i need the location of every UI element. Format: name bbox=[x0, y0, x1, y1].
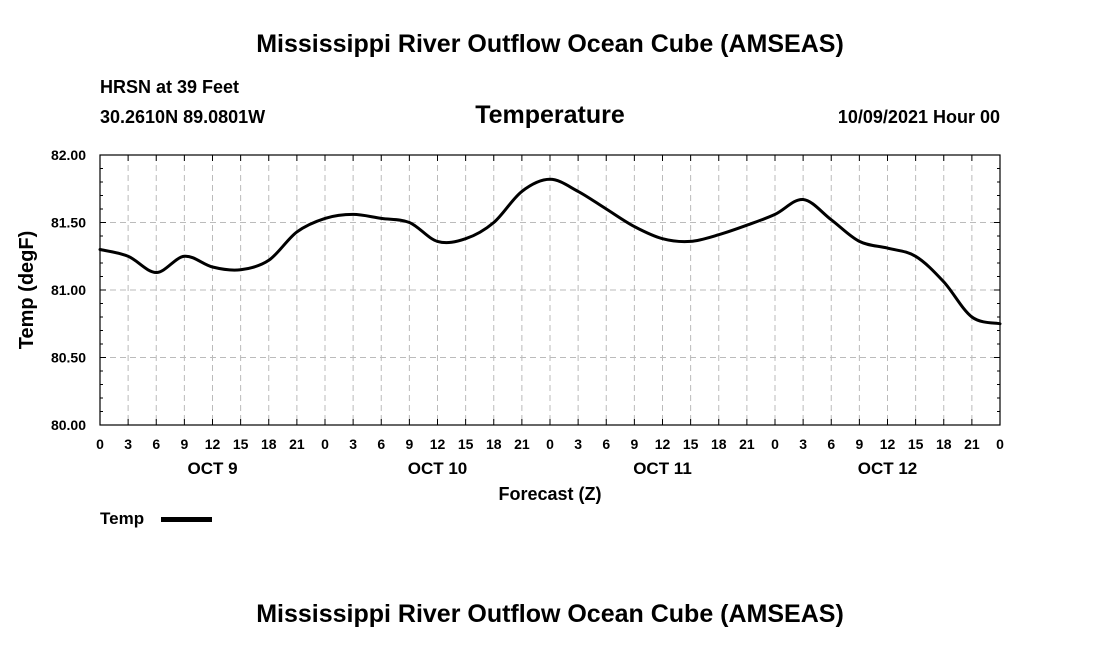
x-tick-label: 0 bbox=[771, 436, 779, 452]
x-tick-label: 15 bbox=[908, 436, 924, 452]
x-day-label: OCT 10 bbox=[408, 459, 468, 478]
x-tick-label: 15 bbox=[683, 436, 699, 452]
x-tick-label: 0 bbox=[321, 436, 329, 452]
x-tick-label: 0 bbox=[546, 436, 554, 452]
y-tick-label: 82.00 bbox=[51, 147, 86, 163]
forecast-datetime: 10/09/2021 Hour 00 bbox=[837, 107, 1000, 127]
coordinates-label: 30.2610N 89.0801W bbox=[100, 107, 266, 127]
station-label: HRSN at 39 Feet bbox=[100, 77, 240, 97]
x-tick-label: 21 bbox=[739, 436, 755, 452]
x-tick-label: 18 bbox=[711, 436, 727, 452]
x-tick-label: 9 bbox=[855, 436, 863, 452]
x-tick-label: 12 bbox=[880, 436, 896, 452]
x-tick-label: 9 bbox=[630, 436, 638, 452]
x-tick-label: 18 bbox=[936, 436, 952, 452]
x-tick-label: 3 bbox=[349, 436, 357, 452]
y-tick-label: 81.50 bbox=[51, 215, 86, 231]
x-tick-label: 12 bbox=[655, 436, 671, 452]
x-tick-label: 15 bbox=[458, 436, 474, 452]
x-tick-label: 0 bbox=[996, 436, 1004, 452]
x-tick-label: 3 bbox=[574, 436, 582, 452]
x-tick-label: 21 bbox=[289, 436, 305, 452]
x-axis-title: Forecast (Z) bbox=[498, 484, 601, 504]
chart-subtitle: Temperature bbox=[475, 101, 625, 129]
x-tick-label: 21 bbox=[964, 436, 980, 452]
x-tick-label: 15 bbox=[233, 436, 249, 452]
x-tick-label: 6 bbox=[602, 436, 610, 452]
x-tick-label: 6 bbox=[152, 436, 160, 452]
legend-label: Temp bbox=[100, 509, 145, 528]
x-day-label: OCT 11 bbox=[633, 459, 692, 478]
x-tick-label: 18 bbox=[261, 436, 277, 452]
x-tick-label: 12 bbox=[430, 436, 446, 452]
x-tick-label: 21 bbox=[514, 436, 530, 452]
footer-title: Mississippi River Outflow Ocean Cube (AM… bbox=[256, 600, 844, 628]
y-tick-label: 80.00 bbox=[51, 417, 86, 433]
y-tick-label: 80.50 bbox=[51, 350, 86, 366]
x-tick-label: 18 bbox=[486, 436, 502, 452]
x-tick-label: 3 bbox=[799, 436, 807, 452]
x-tick-label: 3 bbox=[124, 436, 132, 452]
chart-main-title: Mississippi River Outflow Ocean Cube (AM… bbox=[256, 30, 844, 58]
x-tick-label: 6 bbox=[827, 436, 835, 452]
x-day-label: OCT 12 bbox=[858, 459, 918, 478]
legend-line-swatch bbox=[161, 517, 212, 522]
x-tick-label: 6 bbox=[377, 436, 385, 452]
x-tick-label: 0 bbox=[96, 436, 104, 452]
y-axis-title: Temp (degF) bbox=[16, 231, 38, 350]
y-tick-label: 81.00 bbox=[51, 282, 86, 298]
x-day-label: OCT 9 bbox=[187, 459, 237, 478]
x-tick-label: 9 bbox=[180, 436, 188, 452]
x-tick-label: 12 bbox=[205, 436, 221, 452]
x-tick-label: 9 bbox=[405, 436, 413, 452]
